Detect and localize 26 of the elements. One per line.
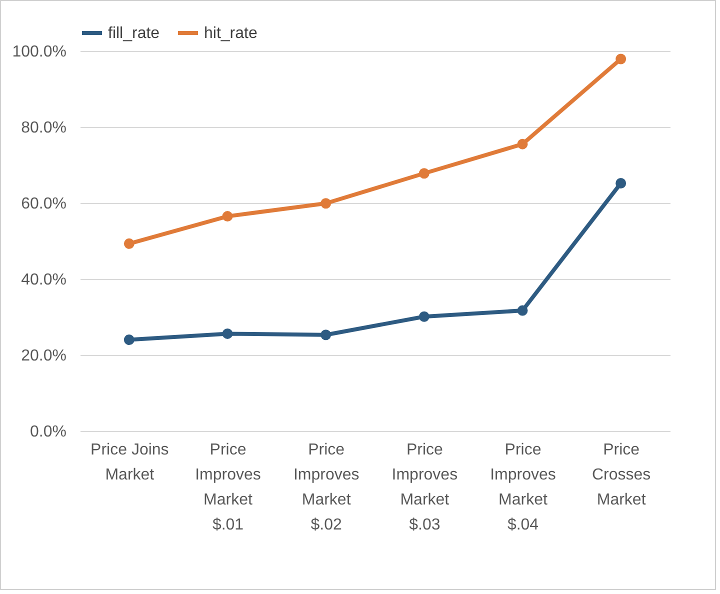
y-tick-label: 80.0% [21, 120, 66, 136]
point [222, 211, 233, 222]
point [616, 178, 626, 188]
x-tick-label: Price Improves Market $.02 [293, 442, 360, 534]
point [616, 54, 626, 64]
x-tick-label: Price Improves Market $.01 [195, 442, 261, 534]
point [124, 238, 134, 249]
point [418, 311, 430, 322]
x-tick-label: Price Improves Market $.03 [392, 442, 458, 534]
y-tick-label: 100.0% [12, 44, 66, 60]
point [418, 168, 430, 179]
x-tick-label: Price Crosses Market [592, 442, 651, 508]
y-tick-label: 20.0% [21, 348, 66, 364]
point [124, 334, 134, 346]
point [517, 305, 528, 316]
point [222, 328, 233, 339]
point [517, 138, 528, 150]
x-tick-label: Price Joins Market [90, 442, 169, 484]
legend-label: fill_rate [108, 25, 160, 42]
point [320, 330, 332, 340]
y-tick-label: 0.0% [30, 424, 66, 440]
y-tick-label: 60.0% [21, 196, 66, 212]
y-tick-label: 40.0% [21, 272, 66, 288]
point [320, 198, 332, 209]
legend-label: hit_rate [204, 25, 258, 42]
x-tick-label: Price Improves Market $.04 [490, 442, 556, 534]
